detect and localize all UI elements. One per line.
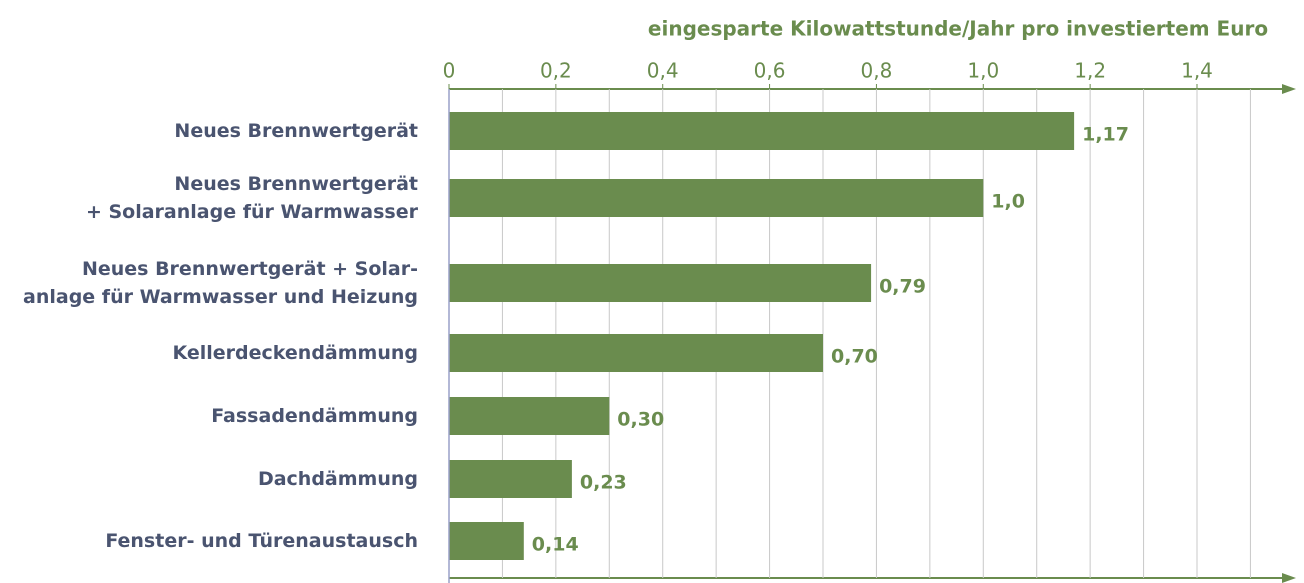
bar — [449, 334, 823, 372]
x-tick-label: 1,4 — [1181, 59, 1213, 83]
value-label: 0,70 — [831, 346, 878, 368]
x-tick-label: 1,2 — [1074, 59, 1106, 83]
category-label: Neues Brennwertgerät + Solar-anlage für … — [23, 258, 418, 308]
category-label: Dachdämmung — [258, 468, 418, 490]
value-label: 0,30 — [617, 409, 664, 431]
bar — [449, 397, 610, 435]
x-tick-label: 0 — [443, 59, 456, 83]
x-tick-label: 0,4 — [647, 59, 679, 83]
value-label: 0,23 — [580, 472, 627, 494]
category-label: Neues Brennwertgerät — [174, 120, 418, 142]
axis-arrow — [1282, 573, 1296, 583]
bar — [449, 112, 1075, 150]
value-label: 1,0 — [991, 191, 1025, 213]
x-tick-label: 1,0 — [967, 59, 999, 83]
bar — [449, 522, 524, 560]
value-label: 1,17 — [1082, 124, 1129, 146]
category-label: Neues Brennwertgerät + Solaranlage für Wa… — [86, 173, 419, 223]
axis-arrow — [1282, 84, 1296, 94]
category-label: Fassadendämmung — [211, 405, 418, 427]
x-tick-label: 0,6 — [754, 59, 786, 83]
category-label: Fenster- und Türenaustausch — [105, 530, 418, 552]
axis-title: eingesparte Kilowattstunde/Jahr pro inve… — [648, 17, 1268, 41]
x-tick-label: 0,8 — [861, 59, 893, 83]
bar — [449, 179, 984, 217]
bar — [449, 460, 572, 498]
x-tick-label: 0,2 — [540, 59, 572, 83]
category-label: Kellerdeckendämmung — [172, 342, 418, 364]
value-label: 0,79 — [879, 276, 926, 298]
value-label: 0,14 — [532, 534, 579, 556]
bar — [449, 264, 872, 302]
